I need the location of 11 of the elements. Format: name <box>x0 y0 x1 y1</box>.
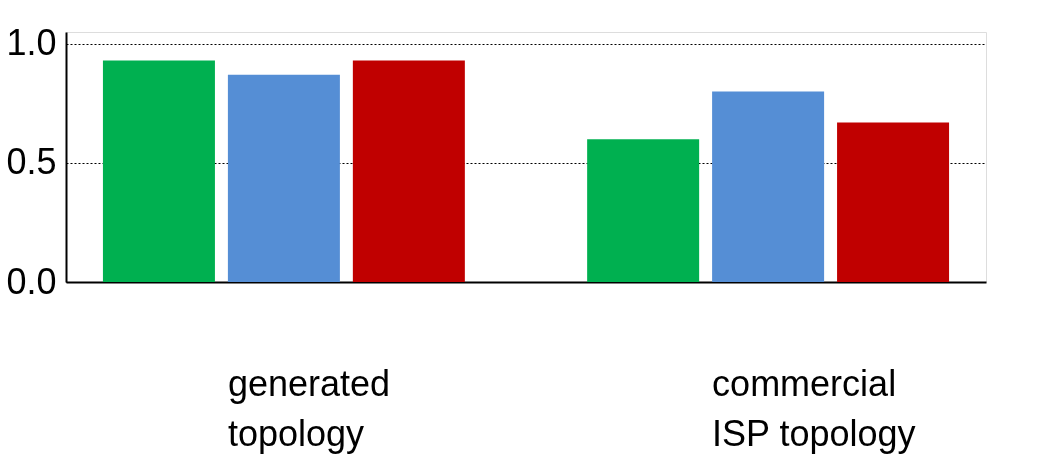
bar <box>352 60 465 282</box>
bar <box>227 74 340 282</box>
y-tick-label: 1.0 <box>6 22 57 64</box>
x-tick-label: commercial ISP topology <box>712 362 916 454</box>
y-tick-label: 0.5 <box>6 141 57 183</box>
x-tick-label: generated topology <box>227 362 391 454</box>
bar <box>102 60 215 282</box>
bar <box>587 139 700 282</box>
bar <box>837 122 950 282</box>
y-tick-label: 0.0 <box>6 260 57 302</box>
bar <box>712 91 825 282</box>
